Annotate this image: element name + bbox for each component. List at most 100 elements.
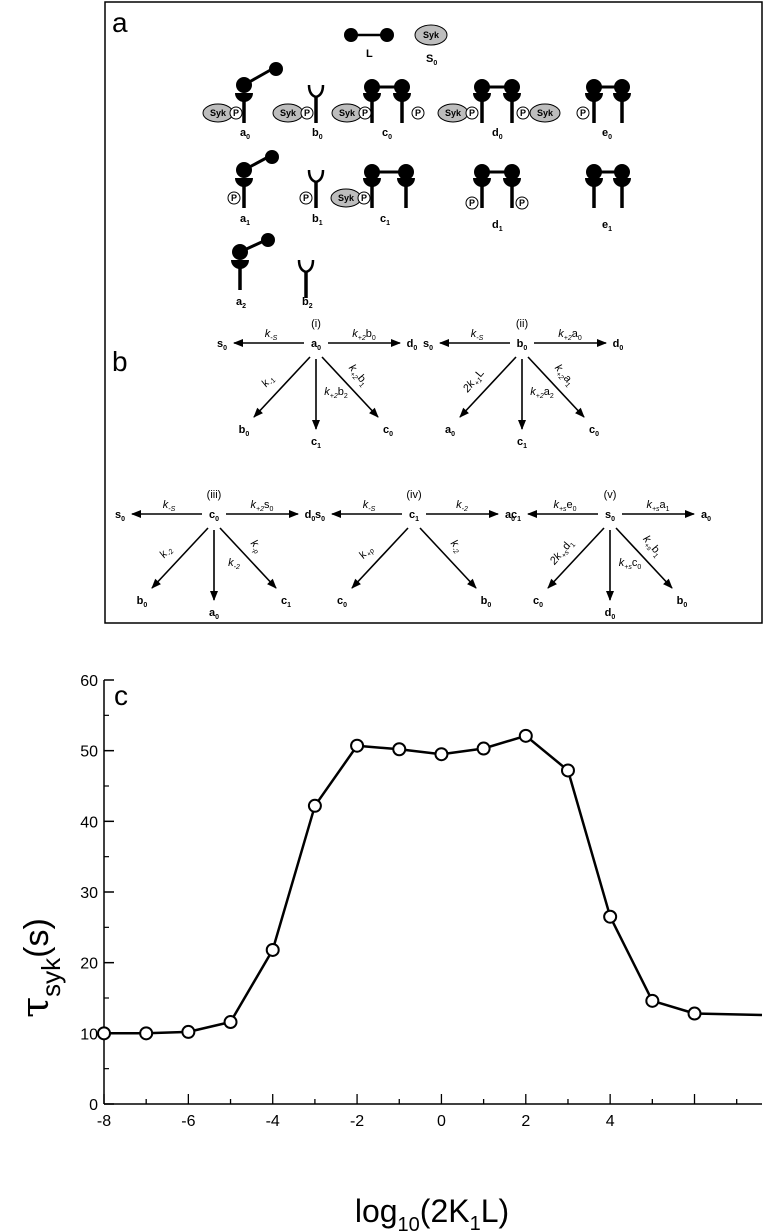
scheme-id-v: (v) [604, 489, 617, 501]
x-tick-label: -2 [350, 1113, 364, 1130]
complex-a1: P [227, 150, 279, 210]
y-tick-label: 40 [80, 814, 98, 831]
scheme-id-iv: (iv) [406, 489, 421, 501]
svg-text:P: P [233, 108, 239, 118]
scheme-down-iii: a0 [209, 607, 219, 621]
arrow-down-left-iii [151, 527, 209, 589]
svg-text:P: P [469, 198, 475, 208]
label-b1: b1 [312, 213, 323, 227]
complex-d0: Syk P P Syk [437, 79, 561, 125]
scheme-down-right-iv: b0 [481, 595, 492, 609]
complex-c1: Syk P [330, 164, 417, 210]
data-point [181, 1024, 196, 1039]
scheme-center-ii: b0 [517, 338, 528, 352]
complex-c0: Syk P P [331, 79, 425, 125]
panel-b-letter: b [112, 346, 128, 377]
scheme-down-left-ii: a0 [445, 424, 455, 438]
scheme-down-v: d0 [605, 607, 616, 621]
rate-down-left-v: 2k+sd1 [547, 537, 577, 569]
complex-a0: Syk P [202, 62, 283, 125]
label-a0: a0 [240, 127, 250, 141]
y-tick-label: 50 [80, 744, 98, 761]
label-c1: c1 [380, 213, 390, 227]
scheme-center-i: a0 [311, 338, 321, 352]
arrow-down-left-v [547, 527, 605, 589]
scheme-down-left-iii: b0 [137, 595, 148, 609]
arrow-down-left-i [253, 356, 311, 418]
tau-syk-chart: 0 10 20 30 40 50 60 -8 -6 -4 -2 0 2 4 c τsyk(s) log10… [13, 673, 763, 1232]
scheme-id-iii: (iii) [207, 489, 222, 501]
arrow-down-right-ii [527, 356, 585, 418]
panel-a-letter: a [112, 7, 128, 38]
scheme-right-ii: d0 [613, 338, 624, 352]
svg-text:P: P [469, 108, 475, 118]
data-point [265, 942, 280, 957]
y-tick-label: 10 [80, 1026, 98, 1043]
scheme-left-i: s0 [217, 338, 227, 352]
data-point [223, 1015, 238, 1030]
rate-down-left-iii: k-2 [157, 544, 175, 562]
scheme-id-ii: (ii) [516, 318, 528, 330]
data-point [392, 742, 407, 757]
rate-right-iii: k+2s0 [251, 499, 274, 513]
chart-xlabel: log10(2K1L) [355, 1193, 509, 1232]
rate-left-i: k-S [265, 328, 278, 342]
label-e0: e0 [602, 127, 612, 141]
scheme-center-iv: c1 [409, 509, 419, 523]
arrow-down-right-iv [419, 527, 477, 589]
x-tick-label: -8 [97, 1113, 111, 1130]
scheme-right-v: a0 [701, 509, 711, 523]
scheme-down-right-v: b0 [677, 595, 688, 609]
rate-left-iv: k-S [363, 499, 376, 513]
svg-text:Syk: Syk [338, 193, 355, 203]
data-point [434, 747, 449, 762]
label-d1: d1 [492, 219, 503, 233]
x-tick-label: -6 [181, 1113, 195, 1130]
arrow-down-right-i [321, 356, 379, 418]
scheme-right-i: d0 [407, 338, 418, 352]
ligand-label: L [366, 48, 373, 60]
label-c0: c0 [382, 127, 392, 141]
rate-down-left-i: k-1 [259, 373, 277, 391]
data-point [476, 741, 491, 756]
arrow-down-left-ii [459, 356, 517, 418]
rate-left-ii: k-S [471, 328, 484, 342]
complex-b1: P [299, 168, 325, 210]
scheme-left-iii: s0 [115, 509, 125, 523]
y-tick-label: 60 [80, 673, 98, 690]
svg-text:P: P [304, 108, 310, 118]
complex-d1: P P [465, 164, 529, 210]
syk-legend-glyph: Syk [414, 24, 448, 46]
label-b2: b2 [302, 296, 313, 310]
rate-down-right-iv: k-2 [446, 538, 464, 556]
rate-down-iii: k-2 [228, 557, 240, 571]
label-b0: b0 [312, 127, 323, 141]
scheme-down-right-i: c0 [383, 424, 393, 438]
data-point [687, 1006, 702, 1021]
svg-text:P: P [303, 193, 309, 203]
svg-text:Syk: Syk [537, 108, 554, 118]
rate-left-v: k+se0 [553, 499, 576, 513]
scheme-iii: (iii) c0 s0 k-S d0 k+2s0 b0 k-2 a0 k-2 c1 k-p [115, 489, 315, 621]
rate-down-left-iv: k+p [357, 543, 376, 562]
scheme-down-left-iv: c0 [337, 595, 347, 609]
rate-right-ii: k+2a0 [558, 328, 582, 342]
svg-text:P: P [231, 193, 237, 203]
rate-down-i: k+2b2 [324, 386, 348, 400]
scheme-left-v: c1 [511, 509, 521, 523]
complex-e1 [583, 164, 633, 210]
svg-text:P: P [519, 198, 525, 208]
complex-b0: Syk P [272, 83, 325, 125]
svg-text:P: P [361, 193, 367, 203]
x-tick-label: -4 [266, 1113, 280, 1130]
data-point [560, 763, 575, 778]
chart-panel-letter: c [114, 680, 128, 711]
scheme-down-left-i: b0 [239, 424, 250, 438]
y-tick-label: 20 [80, 956, 98, 973]
arrow-down-right-v [615, 527, 673, 589]
rate-right-v: k+sa1 [646, 499, 669, 513]
label-a1: a1 [240, 213, 250, 227]
label-e1: e1 [602, 219, 612, 233]
